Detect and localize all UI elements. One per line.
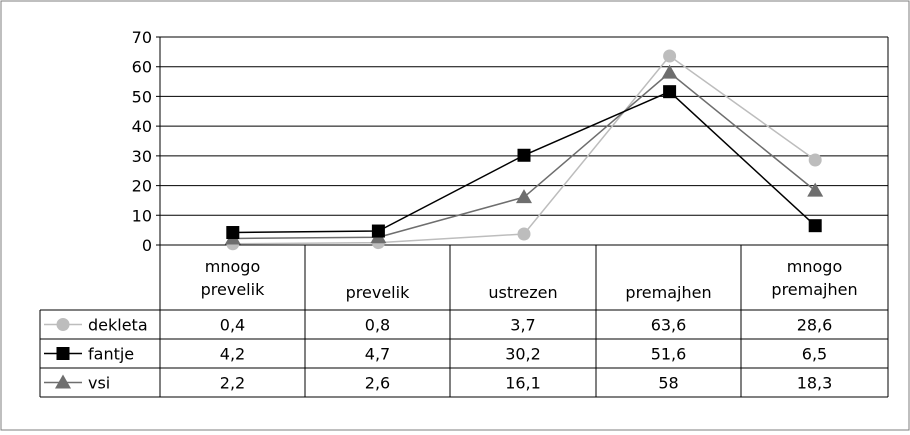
data-cell: 3,7 — [510, 316, 535, 335]
data-point-dekleta — [517, 227, 531, 241]
category-label: mnogo — [205, 257, 260, 276]
legend-marker-circle — [56, 318, 70, 331]
legend-marker-triangle — [55, 374, 71, 389]
data-point-vsi — [807, 182, 824, 197]
legend-key-fantje — [44, 347, 82, 360]
data-point-fantje — [226, 226, 240, 240]
category-label: ustrezen — [488, 283, 557, 302]
y-tick-label: 60 — [132, 58, 152, 77]
data-cell: 63,6 — [651, 316, 687, 335]
data-point-fantje — [371, 224, 385, 238]
data-cell: 0,8 — [365, 316, 390, 335]
data-point-dekleta — [663, 49, 677, 63]
legend-label-vsi: vsi — [88, 374, 110, 393]
legend-label-fantje: fantje — [88, 345, 134, 364]
series-fantje — [226, 85, 822, 240]
data-point-fantje — [808, 219, 822, 233]
data-cell: 2,6 — [365, 374, 390, 393]
data-cell: 6,5 — [802, 345, 827, 364]
data-cell: 18,3 — [797, 374, 833, 393]
y-tick-label: 0 — [142, 236, 152, 255]
data-point-fantje — [517, 148, 531, 162]
y-tick-label: 20 — [132, 177, 152, 196]
data-cell: 16,1 — [505, 374, 541, 393]
legend-marker-square — [56, 347, 70, 360]
y-axis: 0 10 20 30 40 50 60 70 — [132, 28, 889, 255]
category-label: prevelik — [201, 280, 265, 299]
legend-key-vsi — [44, 374, 82, 389]
category-label: prevelik — [346, 283, 410, 302]
category-label: premajhen — [771, 280, 857, 299]
legend-key-dekleta — [44, 318, 82, 331]
category-label: premajhen — [625, 283, 711, 302]
data-cell: 30,2 — [505, 345, 541, 364]
y-tick-label: 30 — [132, 147, 152, 166]
category-label: mnogo — [787, 257, 842, 276]
data-cell: 58 — [658, 374, 678, 393]
data-cell: 2,2 — [220, 374, 245, 393]
data-cell: 4,2 — [220, 345, 245, 364]
data-cell: 4,7 — [365, 345, 390, 364]
y-tick-label: 50 — [132, 87, 152, 106]
data-table: mnogo prevelik prevelik ustrezen premajhen mn… — [39, 244, 889, 398]
y-tick-label: 10 — [132, 206, 152, 225]
data-point-fantje — [663, 85, 677, 99]
data-point-vsi — [516, 189, 532, 204]
data-cell: 51,6 — [651, 345, 687, 364]
data-cell: 0,4 — [220, 316, 245, 335]
legend-label-dekleta: dekleta — [88, 316, 148, 335]
y-tick-label: 40 — [132, 117, 152, 136]
data-cell: 28,6 — [797, 316, 833, 335]
data-point-vsi — [661, 64, 678, 79]
data-point-dekleta — [808, 153, 822, 167]
y-tick-label: 70 — [132, 28, 152, 47]
series-lines — [224, 49, 824, 251]
